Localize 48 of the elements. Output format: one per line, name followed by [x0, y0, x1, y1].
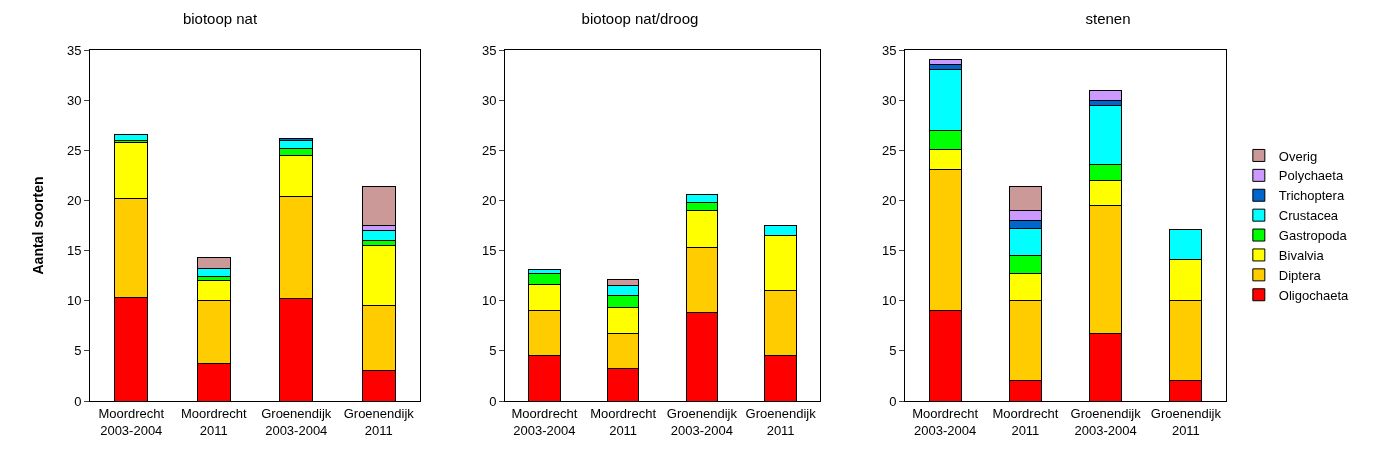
y-tick-label: 35	[881, 42, 897, 58]
y-tick-label: 15	[881, 243, 897, 259]
x-tick-label: Groenendijk 2011	[343, 405, 415, 438]
y-tick-label: 20	[481, 192, 497, 208]
y-tick-label: 5	[889, 343, 897, 359]
chart-title: stenen	[1085, 10, 1131, 28]
y-tick-label: 20	[66, 192, 82, 208]
x-tick-label: Moordrecht 2011	[992, 405, 1059, 438]
y-tick-label: 25	[481, 142, 497, 158]
x-tick-label: Groenendijk 2003-2004	[261, 405, 332, 438]
y-tick-label: 35	[66, 42, 82, 58]
y-tick-label: 20	[881, 192, 897, 208]
y-tick-label: 0	[74, 393, 82, 409]
y-tick-label: 30	[481, 92, 497, 108]
y-tick-label: 5	[489, 343, 497, 359]
x-tick-label: Moordrecht 2003-2004	[912, 405, 979, 438]
legend-label: Crustacea	[1278, 208, 1339, 224]
y-tick-label: 10	[481, 293, 497, 309]
legend-label: Oligochaeta	[1278, 287, 1349, 303]
legend-label: Trichoptera	[1278, 188, 1345, 204]
x-tick-label: Moordrecht 2003-2004	[98, 405, 165, 438]
x-tick-label: Moordrecht 2003-2004	[511, 405, 578, 438]
y-tick-label: 10	[881, 293, 897, 309]
y-tick-label: 0	[489, 393, 497, 409]
x-tick-label: Moordrecht 2011	[180, 405, 248, 438]
legend-label: Diptera	[1278, 267, 1322, 283]
chart-title: biotoop nat	[182, 10, 258, 28]
y-tick-label: 30	[881, 92, 897, 108]
x-tick-label: Moordrecht 2011	[590, 405, 657, 438]
x-tick-label: Groenendijk 2011	[745, 405, 817, 438]
x-tick-label: Groenendijk 2003-2004	[1070, 405, 1142, 438]
y-tick-label: 15	[66, 243, 82, 259]
x-tick-label: Groenendijk 2003-2004	[666, 405, 738, 438]
y-axis-title: Aantal soorten	[29, 176, 46, 275]
y-tick-label: 30	[66, 92, 82, 108]
legend-label: Polychaeta	[1278, 168, 1344, 184]
legend-label: Bivalvia	[1278, 248, 1325, 264]
y-tick-label: 10	[66, 293, 82, 309]
y-tick-label: 0	[889, 393, 897, 409]
y-tick-label: 15	[481, 243, 497, 259]
chart-title: biotoop nat/droog	[581, 10, 699, 28]
y-tick-label: 35	[481, 42, 497, 58]
y-tick-label: 25	[881, 142, 897, 158]
legend-label: Overig	[1278, 148, 1318, 164]
x-tick-label: Groenendijk 2011	[1150, 405, 1222, 438]
y-tick-label: 25	[66, 142, 82, 158]
legend-label: Gastropoda	[1278, 228, 1348, 244]
y-tick-label: 5	[74, 343, 82, 359]
